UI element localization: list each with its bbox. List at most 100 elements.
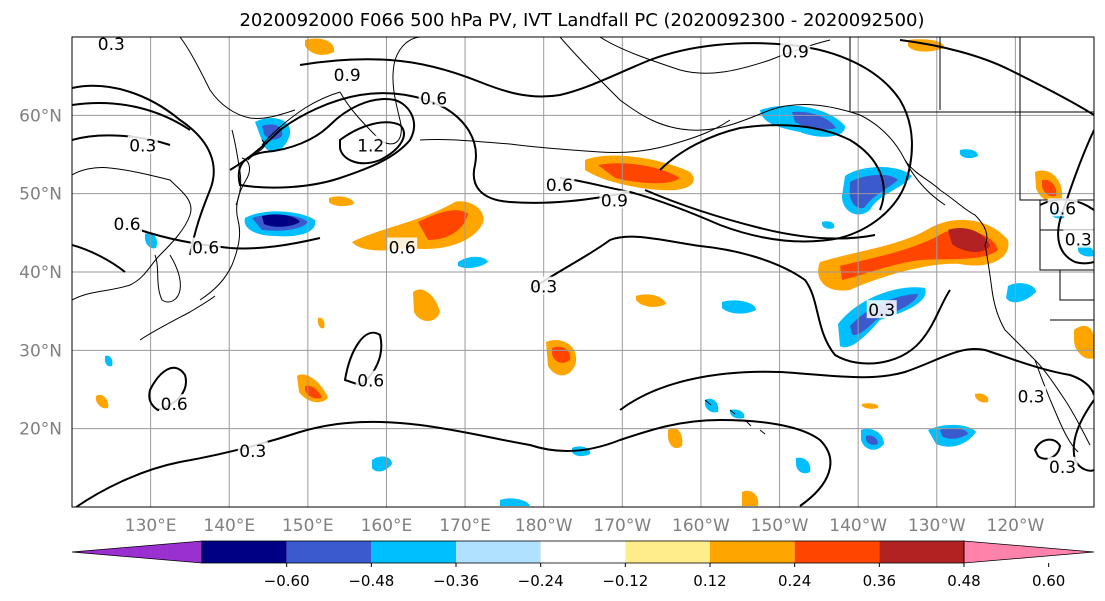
ivt-positive-blob — [742, 490, 759, 506]
ivt-positive-core — [305, 385, 322, 399]
latitude-label: 30°N — [19, 341, 62, 361]
alaska-coastline — [559, 37, 946, 206]
colorbar-tick-label: −0.60 — [264, 572, 310, 590]
contour-label-bg — [780, 41, 811, 60]
contour-label: 0.6 — [546, 176, 573, 196]
contour-label-bg — [418, 88, 449, 107]
korea-coastline — [154, 254, 181, 303]
colorbar-segment — [710, 541, 795, 563]
ivt-negative-blob — [372, 456, 392, 472]
us-west-coastline — [984, 244, 1091, 446]
latitude-label: 20°N — [19, 420, 62, 440]
contour-label-bg — [190, 237, 221, 256]
contour-label: 0.3 — [1049, 458, 1076, 478]
contour-label: 0.3 — [98, 35, 125, 55]
colorbar-tick-label: −0.36 — [433, 572, 479, 590]
contour-label: 0.6 — [161, 395, 188, 415]
figure-title: 2020092000 F066 500 hPa PV, IVT Landfall… — [239, 10, 924, 31]
contour-label: 0.9 — [601, 192, 628, 212]
ivt-negative-core — [262, 124, 283, 140]
latitude-labels: 60°N 50°N 40°N 30°N 20°N — [19, 106, 62, 439]
colorbar-segment — [456, 541, 541, 563]
longitude-labels: 130°E 140°E 150°E 160°E 170°E 180°W 170°W 160°W… — [125, 516, 1045, 536]
okhotsk-coast — [179, 37, 296, 119]
longitude-label: 180°W — [515, 516, 573, 536]
contour-label: 0.6 — [192, 239, 219, 259]
contour-label-bg — [96, 37, 127, 52]
longitude-label: 140°W — [829, 516, 887, 536]
ivt-negative-core — [849, 174, 898, 209]
longitude-label: 130°E — [125, 516, 177, 536]
colorbar-tick-label: 0.60 — [1032, 572, 1065, 590]
pv-contour-0.6 — [229, 92, 631, 204]
contour-label-bg — [1016, 386, 1047, 405]
longitude-label: 130°W — [908, 516, 966, 536]
longitude-label: 150°W — [751, 516, 809, 536]
colorbar-tick-label: 0.24 — [778, 572, 811, 590]
ivt-negative-blob — [500, 498, 530, 506]
ivt-positive-blob — [668, 427, 683, 449]
contour-label-bg — [355, 135, 386, 154]
contour-label-bg — [112, 214, 143, 232]
contour-label: 0.6 — [357, 372, 384, 392]
ivt-negative-core — [866, 435, 878, 445]
latitude-label: 50°N — [19, 185, 62, 205]
ivt-positive-blob — [975, 393, 989, 403]
japan-coastline — [139, 139, 266, 341]
ivt-negative-core — [792, 111, 836, 130]
colorbar-frame — [201, 540, 965, 564]
ivt-positive-blob — [305, 38, 335, 55]
ivt-positive-core — [418, 210, 468, 240]
contour-label: 0.6 — [114, 215, 141, 235]
colorbar-segment — [202, 541, 287, 563]
contour-label-bg — [332, 65, 363, 84]
pv-contour-0.9 — [237, 98, 415, 189]
ivt-positive-blob — [636, 294, 666, 307]
ivt-positive-peak — [948, 227, 990, 252]
kuril-islands — [261, 91, 341, 146]
ivt-negative-blob — [104, 355, 113, 367]
contour-label-bg — [127, 135, 158, 154]
ivt-negative-blob — [722, 300, 756, 314]
contour-label: 0.9 — [334, 66, 361, 86]
coastlines — [72, 37, 1094, 453]
colorbar-extend-min — [71, 540, 203, 564]
colorbar-segment — [371, 541, 456, 563]
contour-label-bg — [1047, 456, 1078, 475]
asia-coastline — [72, 167, 192, 301]
colorbar-tick-label: 0.12 — [693, 572, 726, 590]
ivt-negative-blob — [730, 409, 745, 419]
contour-label: 0.3 — [868, 301, 895, 321]
contour-label-bg — [599, 190, 630, 209]
pv-contour-0.3 — [72, 84, 215, 256]
gridlines — [72, 37, 1094, 507]
aleutian-islands — [419, 119, 731, 153]
ivt-negative-blob — [796, 457, 811, 474]
longitude-label: 120°W — [987, 516, 1045, 536]
colorbar-extend-max — [963, 540, 1095, 564]
contour-label-bg — [1063, 229, 1094, 248]
contour-label-bg — [528, 276, 559, 295]
ivt-positive-blob — [413, 289, 440, 321]
pv-contour-0.3 — [72, 244, 126, 273]
longitude-label: 150°E — [282, 516, 334, 536]
contour-label-bg — [355, 370, 386, 389]
contour-label: 0.3 — [530, 278, 557, 298]
contour-label: 0.3 — [1018, 387, 1045, 407]
kamchatka-coastline — [339, 37, 421, 145]
pv-contour-0.3 — [529, 235, 951, 365]
longitude-label: 140°E — [203, 516, 255, 536]
pv-contour-0.3 — [1057, 129, 1094, 265]
longitude-label: 160°E — [361, 516, 413, 536]
colorbar-tick-label: 0.48 — [947, 572, 980, 590]
baja-coastline — [1034, 359, 1079, 453]
ivt-positive-core — [598, 163, 680, 184]
contour-label-bg — [544, 174, 575, 193]
map-frame — [71, 36, 1095, 508]
longitude-label: 170°E — [439, 516, 491, 536]
pv-contour-0.9 — [644, 189, 876, 240]
ivt-negative-peak — [262, 214, 300, 227]
contour-label-bg — [866, 300, 897, 319]
contour-label: 0.6 — [1049, 199, 1076, 219]
